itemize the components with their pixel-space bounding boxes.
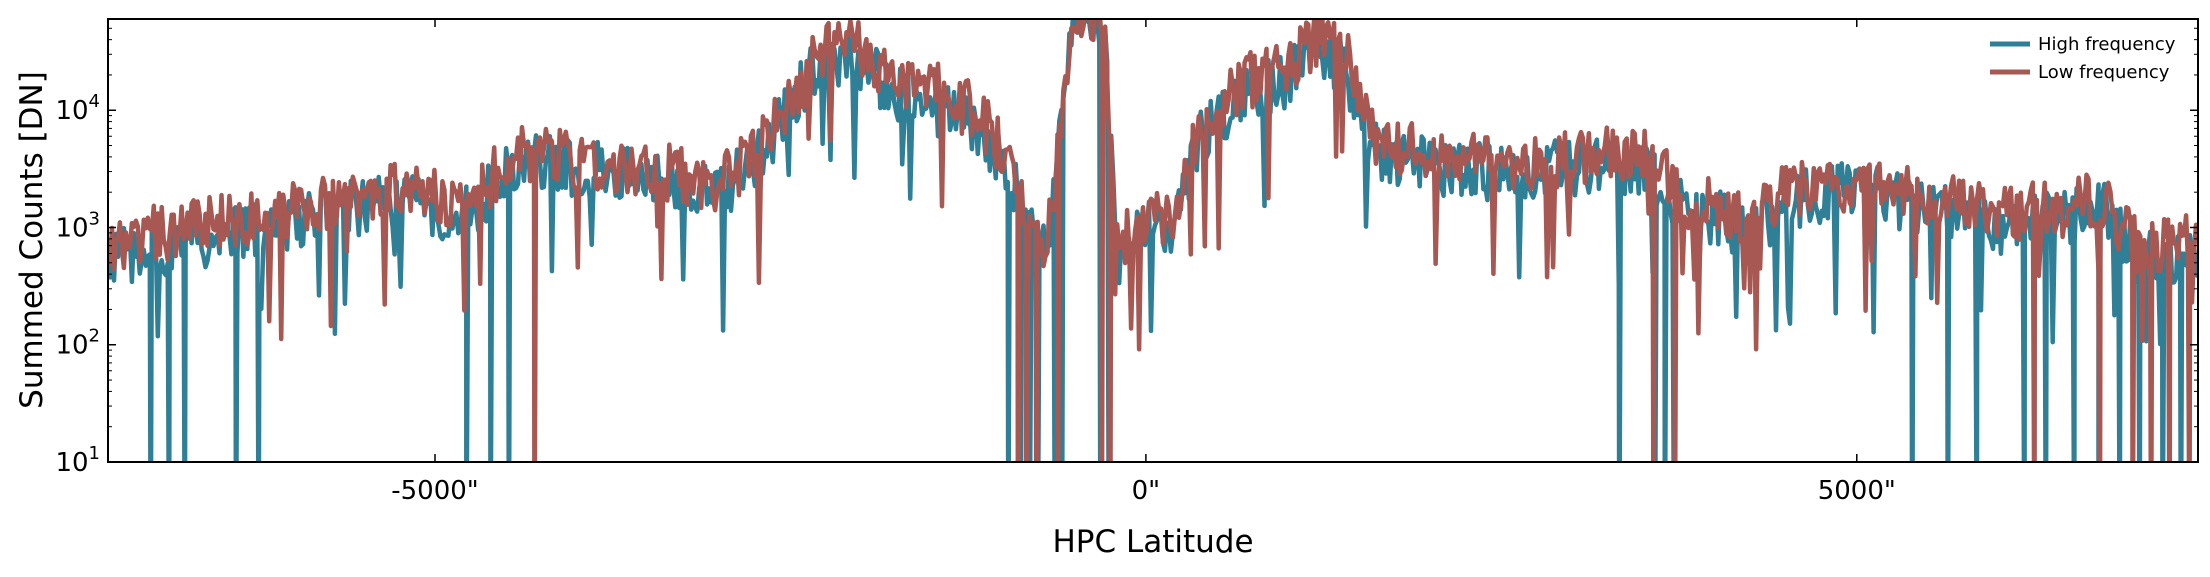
x-tick-label: 0" xyxy=(1132,476,1161,506)
x-tick-label: -5000" xyxy=(391,476,479,506)
y-tick-label: 102 xyxy=(55,326,100,361)
legend-label-high: High frequency xyxy=(2038,34,2176,55)
y-axis-label: Summed Counts [DN] xyxy=(14,71,50,409)
y-tick-label: 104 xyxy=(55,91,100,126)
legend: High frequency Low frequency xyxy=(1990,34,2176,83)
legend-label-low: Low frequency xyxy=(2038,62,2170,83)
series-layer xyxy=(108,19,2198,462)
ticks-layer: -5000" 0" 5000" 101 102 103 104 xyxy=(55,18,2198,506)
plot-frame xyxy=(107,18,2199,463)
y-tick-label: 103 xyxy=(55,208,100,243)
y-tick-label: 101 xyxy=(55,443,100,478)
series-line-low-frequency xyxy=(108,19,2198,462)
x-axis-label: HPC Latitude xyxy=(1052,524,1253,560)
x-tick-label: 5000" xyxy=(1818,476,1896,506)
